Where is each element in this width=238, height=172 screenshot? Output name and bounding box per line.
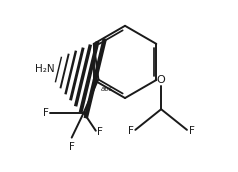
Text: F: F: [98, 127, 103, 137]
Text: F: F: [43, 108, 49, 118]
Text: F: F: [128, 126, 134, 136]
Text: F: F: [69, 142, 75, 152]
Text: H₂N: H₂N: [35, 64, 55, 74]
Text: abs: abs: [101, 86, 113, 92]
Text: O: O: [157, 76, 165, 85]
Text: F: F: [189, 126, 194, 136]
